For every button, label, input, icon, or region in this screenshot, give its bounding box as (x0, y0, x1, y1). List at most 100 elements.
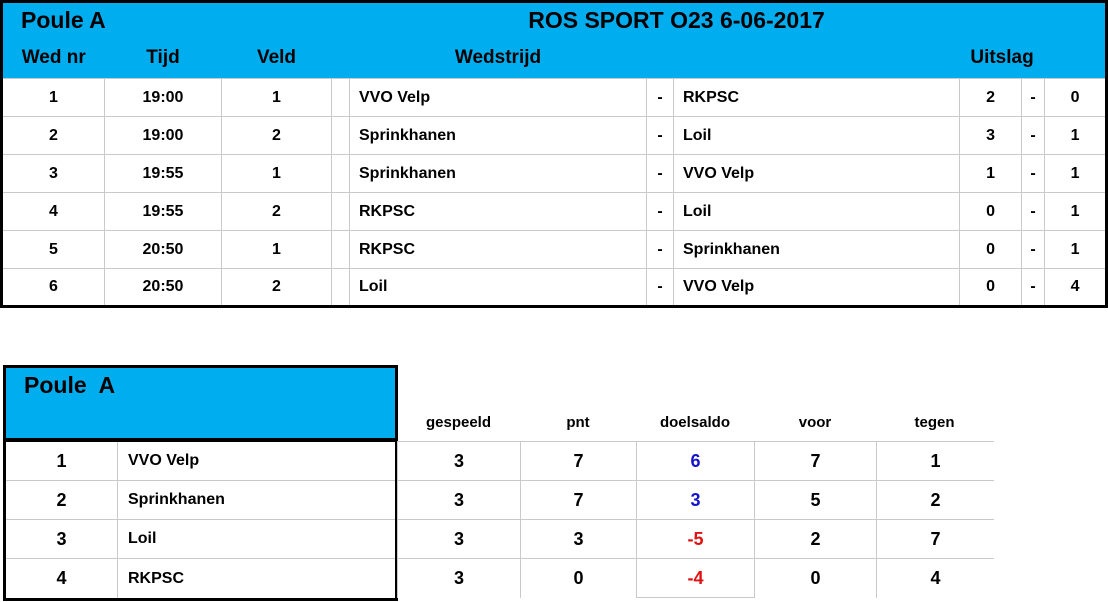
match-row: 6 20:50 2 Loil - VVO Velp 0 - 4 (1, 268, 1108, 307)
home-team-cell: RKPSC (349, 192, 647, 231)
match-field-cell: 2 (221, 268, 332, 307)
schedule-poule-label: Poule A (1, 1, 332, 39)
away-team-cell: Sprinkhanen (673, 230, 960, 269)
home-team-cell: Sprinkhanen (349, 154, 647, 193)
match-number-cell: 1 (1, 78, 105, 117)
match-time-cell: 20:50 (104, 268, 222, 307)
match-number-cell: 4 (1, 192, 105, 231)
away-score-cell: 4 (1044, 268, 1108, 307)
standings-poule-label: Poule A (24, 372, 116, 398)
col-header-veld: Veld (221, 38, 332, 79)
standings-stats-grid: 3 7 6 7 1 3 7 3 5 2 3 3 -5 2 7 3 0 -4 0 … (397, 441, 994, 598)
goals-for-cell: 2 (755, 520, 877, 559)
home-score-cell: 0 (958, 230, 1023, 269)
goal-diff-cell: 3 (637, 481, 755, 520)
schedule-table: Poule A ROS SPORT O23 6-06-2017 Wed nr T… (0, 0, 1108, 308)
col-header-voor: voor (798, 414, 832, 431)
standings-stats-header: gespeeld pnt doelsaldo voor tegen (397, 365, 993, 439)
away-score-cell: 1 (1044, 116, 1108, 155)
away-score-cell: 1 (1044, 230, 1108, 269)
away-score-cell: 1 (1044, 192, 1108, 231)
match-number-cell: 3 (1, 154, 105, 193)
home-team-cell: Loil (349, 268, 647, 307)
points-cell: 0 (521, 559, 637, 598)
team-name-cell: RKPSC (128, 569, 185, 587)
standings-poule-header: Poule A (3, 365, 398, 441)
team-name-cell: Sprinkhanen (118, 481, 395, 520)
col-header-doelsaldo: doelsaldo (659, 414, 730, 431)
match-field-cell: 2 (221, 192, 332, 231)
col-header-tegen: tegen (914, 414, 955, 431)
match-field-cell: 1 (221, 154, 332, 193)
col-header-wedstrijd: Wedstrijd (349, 38, 647, 79)
away-team-cell: Loil (673, 116, 960, 155)
home-team-cell: VVO Velp (349, 78, 647, 117)
goals-against-cell: 4 (930, 568, 941, 588)
score-dash: - (1021, 230, 1046, 269)
vs-dash: - (646, 268, 674, 307)
vs-dash: - (646, 230, 674, 269)
match-time-cell: 19:00 (104, 116, 222, 155)
vs-dash: - (646, 192, 674, 231)
away-team-cell: RKPSC (673, 78, 960, 117)
goals-against-cell: 7 (877, 520, 994, 559)
score-dash: - (1021, 192, 1046, 231)
played-cell: 3 (398, 442, 521, 481)
goal-diff-cell: -5 (637, 520, 755, 559)
played-cell: 3 (398, 481, 521, 520)
away-team-cell: VVO Velp (673, 154, 960, 193)
home-score-cell: 3 (958, 116, 1023, 155)
home-score-cell: 0 (958, 268, 1023, 307)
points-cell: 7 (521, 481, 637, 520)
rank-cell: 2 (6, 481, 118, 520)
played-cell: 3 (398, 520, 521, 559)
col-header-tijd: Tijd (104, 38, 222, 79)
col-header-gespeeld: gespeeld (425, 414, 492, 431)
standings-teams-box: 1 VVO Velp 2 Sprinkhanen 3 Loil 4 RKPSC (3, 439, 398, 601)
tournament-title: ROS SPORT O23 6-06-2017 (331, 1, 1022, 39)
title-row-spacer (1021, 1, 1107, 39)
match-field-cell: 1 (221, 230, 332, 269)
goals-against-cell: 1 (877, 442, 994, 481)
home-score-cell: 2 (958, 78, 1023, 117)
match-row: 2 19:00 2 Sprinkhanen - Loil 3 - 1 (1, 116, 1108, 155)
schedule-header-row: Wed nr Tijd Veld Wedstrijd Uitslag (1, 38, 1107, 79)
team-name-cell: Loil (118, 520, 395, 559)
team-name-cell: VVO Velp (118, 442, 395, 481)
goals-for-cell: 5 (755, 481, 877, 520)
away-team-cell: VVO Velp (673, 268, 960, 307)
away-score-cell: 0 (1044, 78, 1108, 117)
match-time-cell: 19:55 (104, 192, 222, 231)
vs-dash: - (646, 78, 674, 117)
score-dash: - (1021, 154, 1046, 193)
points-cell: 3 (521, 520, 637, 559)
vs-dash: - (646, 154, 674, 193)
match-row: 4 19:55 2 RKPSC - Loil 0 - 1 (1, 192, 1108, 231)
score-dash: - (1021, 78, 1046, 117)
col-header-wed-nr: Wed nr (1, 38, 105, 79)
match-row: 5 20:50 1 RKPSC - Sprinkhanen 0 - 1 (1, 230, 1108, 269)
schedule-title-row: Poule A ROS SPORT O23 6-06-2017 (1, 1, 1107, 39)
home-score-cell: 1 (958, 154, 1023, 193)
match-time-cell: 20:50 (104, 230, 222, 269)
match-field-cell: 1 (221, 78, 332, 117)
played-cell: 3 (398, 559, 521, 598)
goals-against-cell: 2 (877, 481, 994, 520)
home-team-cell: Sprinkhanen (349, 116, 647, 155)
match-row: 3 19:55 1 Sprinkhanen - VVO Velp 1 - 1 (1, 154, 1108, 193)
goal-diff-cell: -4 (637, 559, 755, 598)
away-team-cell: Loil (673, 192, 960, 231)
col-header-pnt: pnt (566, 414, 590, 431)
match-time-cell: 19:55 (104, 154, 222, 193)
col-header-uitslag: Uitslag (959, 38, 1045, 79)
rank-cell: 4 (6, 559, 118, 598)
vs-dash: - (646, 116, 674, 155)
match-number-cell: 5 (1, 230, 105, 269)
home-score-cell: 0 (958, 192, 1023, 231)
rank-cell: 1 (6, 442, 118, 481)
match-number-cell: 2 (1, 116, 105, 155)
match-number-cell: 6 (1, 268, 105, 307)
goals-for-cell: 7 (755, 442, 877, 481)
away-score-cell: 1 (1044, 154, 1108, 193)
